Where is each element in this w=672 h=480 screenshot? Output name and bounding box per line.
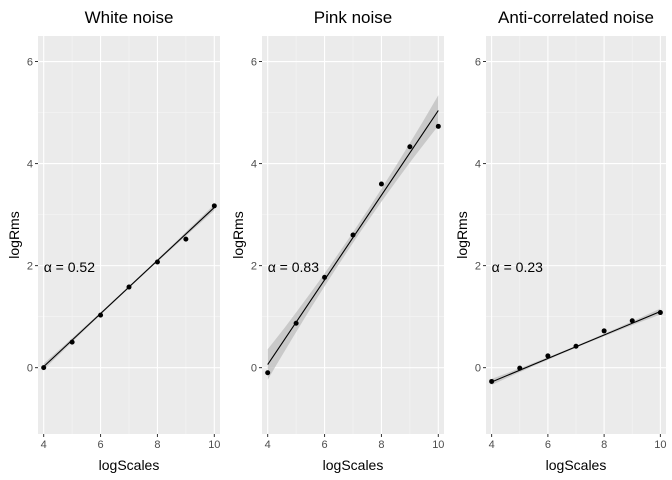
alpha-annotation: α = 0.83 bbox=[268, 259, 320, 275]
y-tick-label: 6 bbox=[27, 57, 33, 69]
data-point bbox=[489, 379, 494, 384]
alpha-annotation: α = 0.52 bbox=[44, 259, 96, 275]
data-point bbox=[70, 340, 75, 345]
y-tick-label: 4 bbox=[251, 159, 257, 171]
y-tick-label: 6 bbox=[251, 57, 257, 69]
x-tick-label: 10 bbox=[654, 439, 666, 451]
alpha-value: = 0.52 bbox=[52, 259, 95, 275]
y-tick-label: 4 bbox=[27, 159, 33, 171]
data-point bbox=[351, 233, 356, 238]
x-axis-title: logScales bbox=[546, 457, 607, 473]
y-tick-label: 6 bbox=[475, 57, 481, 69]
data-point bbox=[155, 260, 160, 265]
panel-1: α = 0.52 0 2 4 6 4 6 8 10 White noise logScales log… bbox=[6, 8, 220, 473]
data-point bbox=[212, 203, 217, 208]
alpha-symbol: α bbox=[44, 259, 52, 275]
y-axis-title: logRms bbox=[454, 211, 470, 258]
x-tick-label: 6 bbox=[545, 439, 551, 451]
data-point bbox=[183, 237, 188, 242]
x-tick-label: 8 bbox=[154, 439, 160, 451]
y-tick-label: 4 bbox=[475, 159, 481, 171]
data-point bbox=[630, 318, 635, 323]
data-point bbox=[407, 144, 412, 149]
x-axis-title: logScales bbox=[99, 457, 160, 473]
y-tick-label: 0 bbox=[251, 363, 257, 375]
data-point bbox=[294, 321, 299, 326]
y-tick-label: 0 bbox=[27, 363, 33, 375]
alpha-annotation: α = 0.23 bbox=[492, 259, 544, 275]
x-axis-title: logScales bbox=[323, 457, 384, 473]
panel-2: α = 0.83 0 2 4 6 4 6 8 10 Pink noise logScales logR… bbox=[230, 8, 444, 473]
data-point bbox=[322, 275, 327, 280]
alpha-value: = 0.83 bbox=[276, 259, 319, 275]
data-point bbox=[658, 310, 663, 315]
data-point bbox=[41, 365, 46, 370]
alpha-value: = 0.23 bbox=[500, 259, 543, 275]
y-tick-label: 2 bbox=[475, 261, 481, 273]
data-point bbox=[127, 285, 132, 290]
data-point bbox=[98, 313, 103, 318]
x-tick-label: 4 bbox=[265, 439, 271, 451]
y-tick-label: 0 bbox=[475, 363, 481, 375]
data-point bbox=[574, 344, 579, 349]
panel-title: White noise bbox=[85, 8, 174, 27]
x-tick-label: 8 bbox=[601, 439, 607, 451]
data-point bbox=[545, 353, 550, 358]
data-point bbox=[517, 366, 522, 371]
data-point bbox=[265, 370, 270, 375]
panel-title: Anti-correlated noise bbox=[498, 8, 654, 27]
panel-3: α = 0.23 0 2 4 6 4 6 8 10 Anti-correlated noise lo… bbox=[454, 8, 667, 473]
x-tick-label: 10 bbox=[208, 439, 220, 451]
y-tick-label: 2 bbox=[251, 261, 257, 273]
data-point bbox=[379, 181, 384, 186]
data-point bbox=[602, 328, 607, 333]
x-tick-label: 10 bbox=[432, 439, 444, 451]
panel-title: Pink noise bbox=[314, 8, 392, 27]
x-tick-label: 8 bbox=[378, 439, 384, 451]
x-tick-label: 6 bbox=[98, 439, 104, 451]
x-tick-label: 4 bbox=[41, 439, 47, 451]
x-tick-label: 4 bbox=[489, 439, 495, 451]
alpha-symbol: α bbox=[268, 259, 276, 275]
y-axis-title: logRms bbox=[230, 211, 246, 258]
x-tick-label: 6 bbox=[322, 439, 328, 451]
data-point bbox=[436, 124, 441, 129]
y-tick-label: 2 bbox=[27, 261, 33, 273]
y-axis-title: logRms bbox=[6, 211, 22, 258]
alpha-symbol: α bbox=[492, 259, 500, 275]
